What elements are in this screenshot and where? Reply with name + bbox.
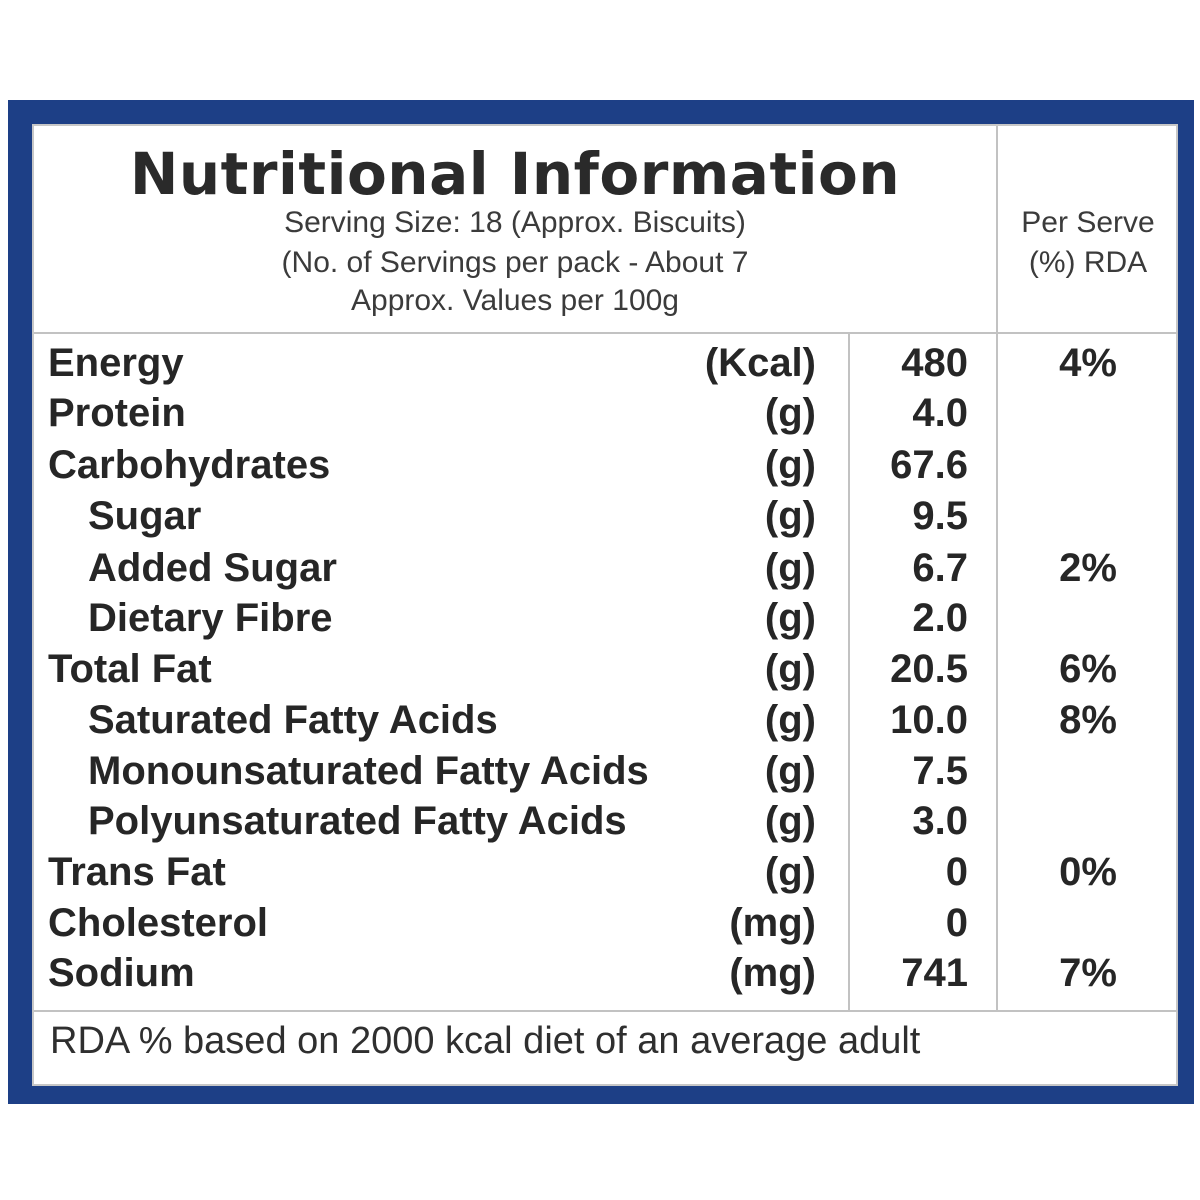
table-row: Energy (Kcal) 480 4% <box>34 338 1178 389</box>
nutrient-rda: 8% <box>1059 698 1117 742</box>
column-divider <box>848 334 850 1010</box>
table-row: Saturated Fatty Acids (g) 10.0 8% <box>34 695 1178 746</box>
nutrient-rda: 7% <box>1059 951 1117 995</box>
nutrient-unit: (g) <box>764 749 816 793</box>
rda-header: Per Serve (%) RDA <box>998 126 1178 332</box>
nutrient-value: 480 <box>901 341 968 385</box>
nutrient-value: 741 <box>901 951 968 995</box>
nutrient-unit: (Kcal) <box>704 341 816 385</box>
servings-per-pack: (No. of Servings per pack - About 7 <box>281 246 749 279</box>
table-row: Added Sugar (g) 6.7 2% <box>34 543 1178 594</box>
nutrient-value: 10.0 <box>890 698 968 742</box>
nutrient-name: Trans Fat <box>48 850 226 894</box>
nutrient-value: 6.7 <box>912 546 968 590</box>
nutrient-unit: (g) <box>764 850 816 894</box>
nutrient-unit: (g) <box>764 596 816 640</box>
table-row: Total Fat (g) 20.5 6% <box>34 644 1178 695</box>
nutrient-value: 2.0 <box>912 596 968 640</box>
serving-size: Serving Size: 18 (Approx. Biscuits) <box>284 206 746 239</box>
label-title: Nutritional Information <box>129 140 901 208</box>
table-row: Carbohydrates (g) 67.6 <box>34 440 1178 491</box>
nutrient-table: Energy (Kcal) 480 4% Protein (g) 4.0 Carbohydra… <box>34 334 1178 1012</box>
nutrient-name: Carbohydrates <box>48 443 331 487</box>
nutrient-rda: 6% <box>1059 647 1117 691</box>
nutrient-unit: (mg) <box>729 951 816 995</box>
table-row: Polyunsaturated Fatty Acids (g) 3.0 <box>34 796 1178 847</box>
nutrient-unit: (g) <box>764 799 816 843</box>
table-row: Protein (g) 4.0 <box>34 388 1178 439</box>
nutrient-value: 3.0 <box>912 799 968 843</box>
nutrient-unit: (g) <box>764 494 816 538</box>
table-row: Sugar (g) 9.5 <box>34 491 1178 542</box>
nutrient-rda: 2% <box>1059 546 1117 590</box>
nutrient-value: 9.5 <box>912 494 968 538</box>
table-row: Cholesterol (mg) 0 <box>34 898 1178 949</box>
table-row: Monounsaturated Fatty Acids (g) 7.5 <box>34 746 1178 797</box>
nutrient-name: Sugar <box>88 494 202 538</box>
nutrient-rda: 4% <box>1059 341 1117 385</box>
nutrient-unit: (g) <box>764 647 816 691</box>
values-basis: Approx. Values per 100g <box>351 284 679 317</box>
nutrient-value: 4.0 <box>912 391 968 435</box>
nutrient-value: 0 <box>945 850 968 894</box>
nutrient-name: Protein <box>48 391 186 435</box>
nutrient-unit: (g) <box>764 698 816 742</box>
nutrition-panel: Nutritional Information Serving Size: 18… <box>32 124 1178 1086</box>
nutrient-name: Sodium <box>48 951 195 995</box>
table-row: Trans Fat (g) 0 0% <box>34 847 1178 898</box>
nutrient-value: 67.6 <box>890 443 968 487</box>
nutrient-rda: 0% <box>1059 850 1117 894</box>
column-divider <box>996 334 998 1010</box>
rda-footnote: RDA % based on 2000 kcal diet of an aver… <box>50 1020 921 1062</box>
label-frame: Nutritional Information Serving Size: 18… <box>8 100 1194 1104</box>
nutrient-name: Dietary Fibre <box>88 596 333 640</box>
label-footer: RDA % based on 2000 kcal diet of an aver… <box>34 1012 1178 1084</box>
nutrient-name: Monounsaturated Fatty Acids <box>88 749 649 793</box>
rda-header-line1: Per Serve <box>1021 206 1155 239</box>
nutrient-unit: (mg) <box>729 901 816 945</box>
nutrient-value: 0 <box>945 901 968 945</box>
nutrient-name: Cholesterol <box>48 901 269 945</box>
table-row: Sodium (mg) 741 7% <box>34 948 1178 999</box>
header-info: Nutritional Information Serving Size: 18… <box>34 126 998 332</box>
nutrient-name: Polyunsaturated Fatty Acids <box>88 799 627 843</box>
rda-header-line2: (%) RDA <box>1028 246 1148 279</box>
nutrient-unit: (g) <box>764 391 816 435</box>
nutrient-unit: (g) <box>764 443 816 487</box>
table-row: Dietary Fibre (g) 2.0 <box>34 593 1178 644</box>
nutrient-value: 7.5 <box>912 749 968 793</box>
nutrient-unit: (g) <box>764 546 816 590</box>
label-header: Nutritional Information Serving Size: 18… <box>34 126 1178 334</box>
nutrient-name: Added Sugar <box>88 546 337 590</box>
nutrient-name: Saturated Fatty Acids <box>88 698 498 742</box>
nutrient-value: 20.5 <box>890 647 968 691</box>
nutrient-name: Total Fat <box>48 647 212 691</box>
nutrient-name: Energy <box>48 341 184 385</box>
